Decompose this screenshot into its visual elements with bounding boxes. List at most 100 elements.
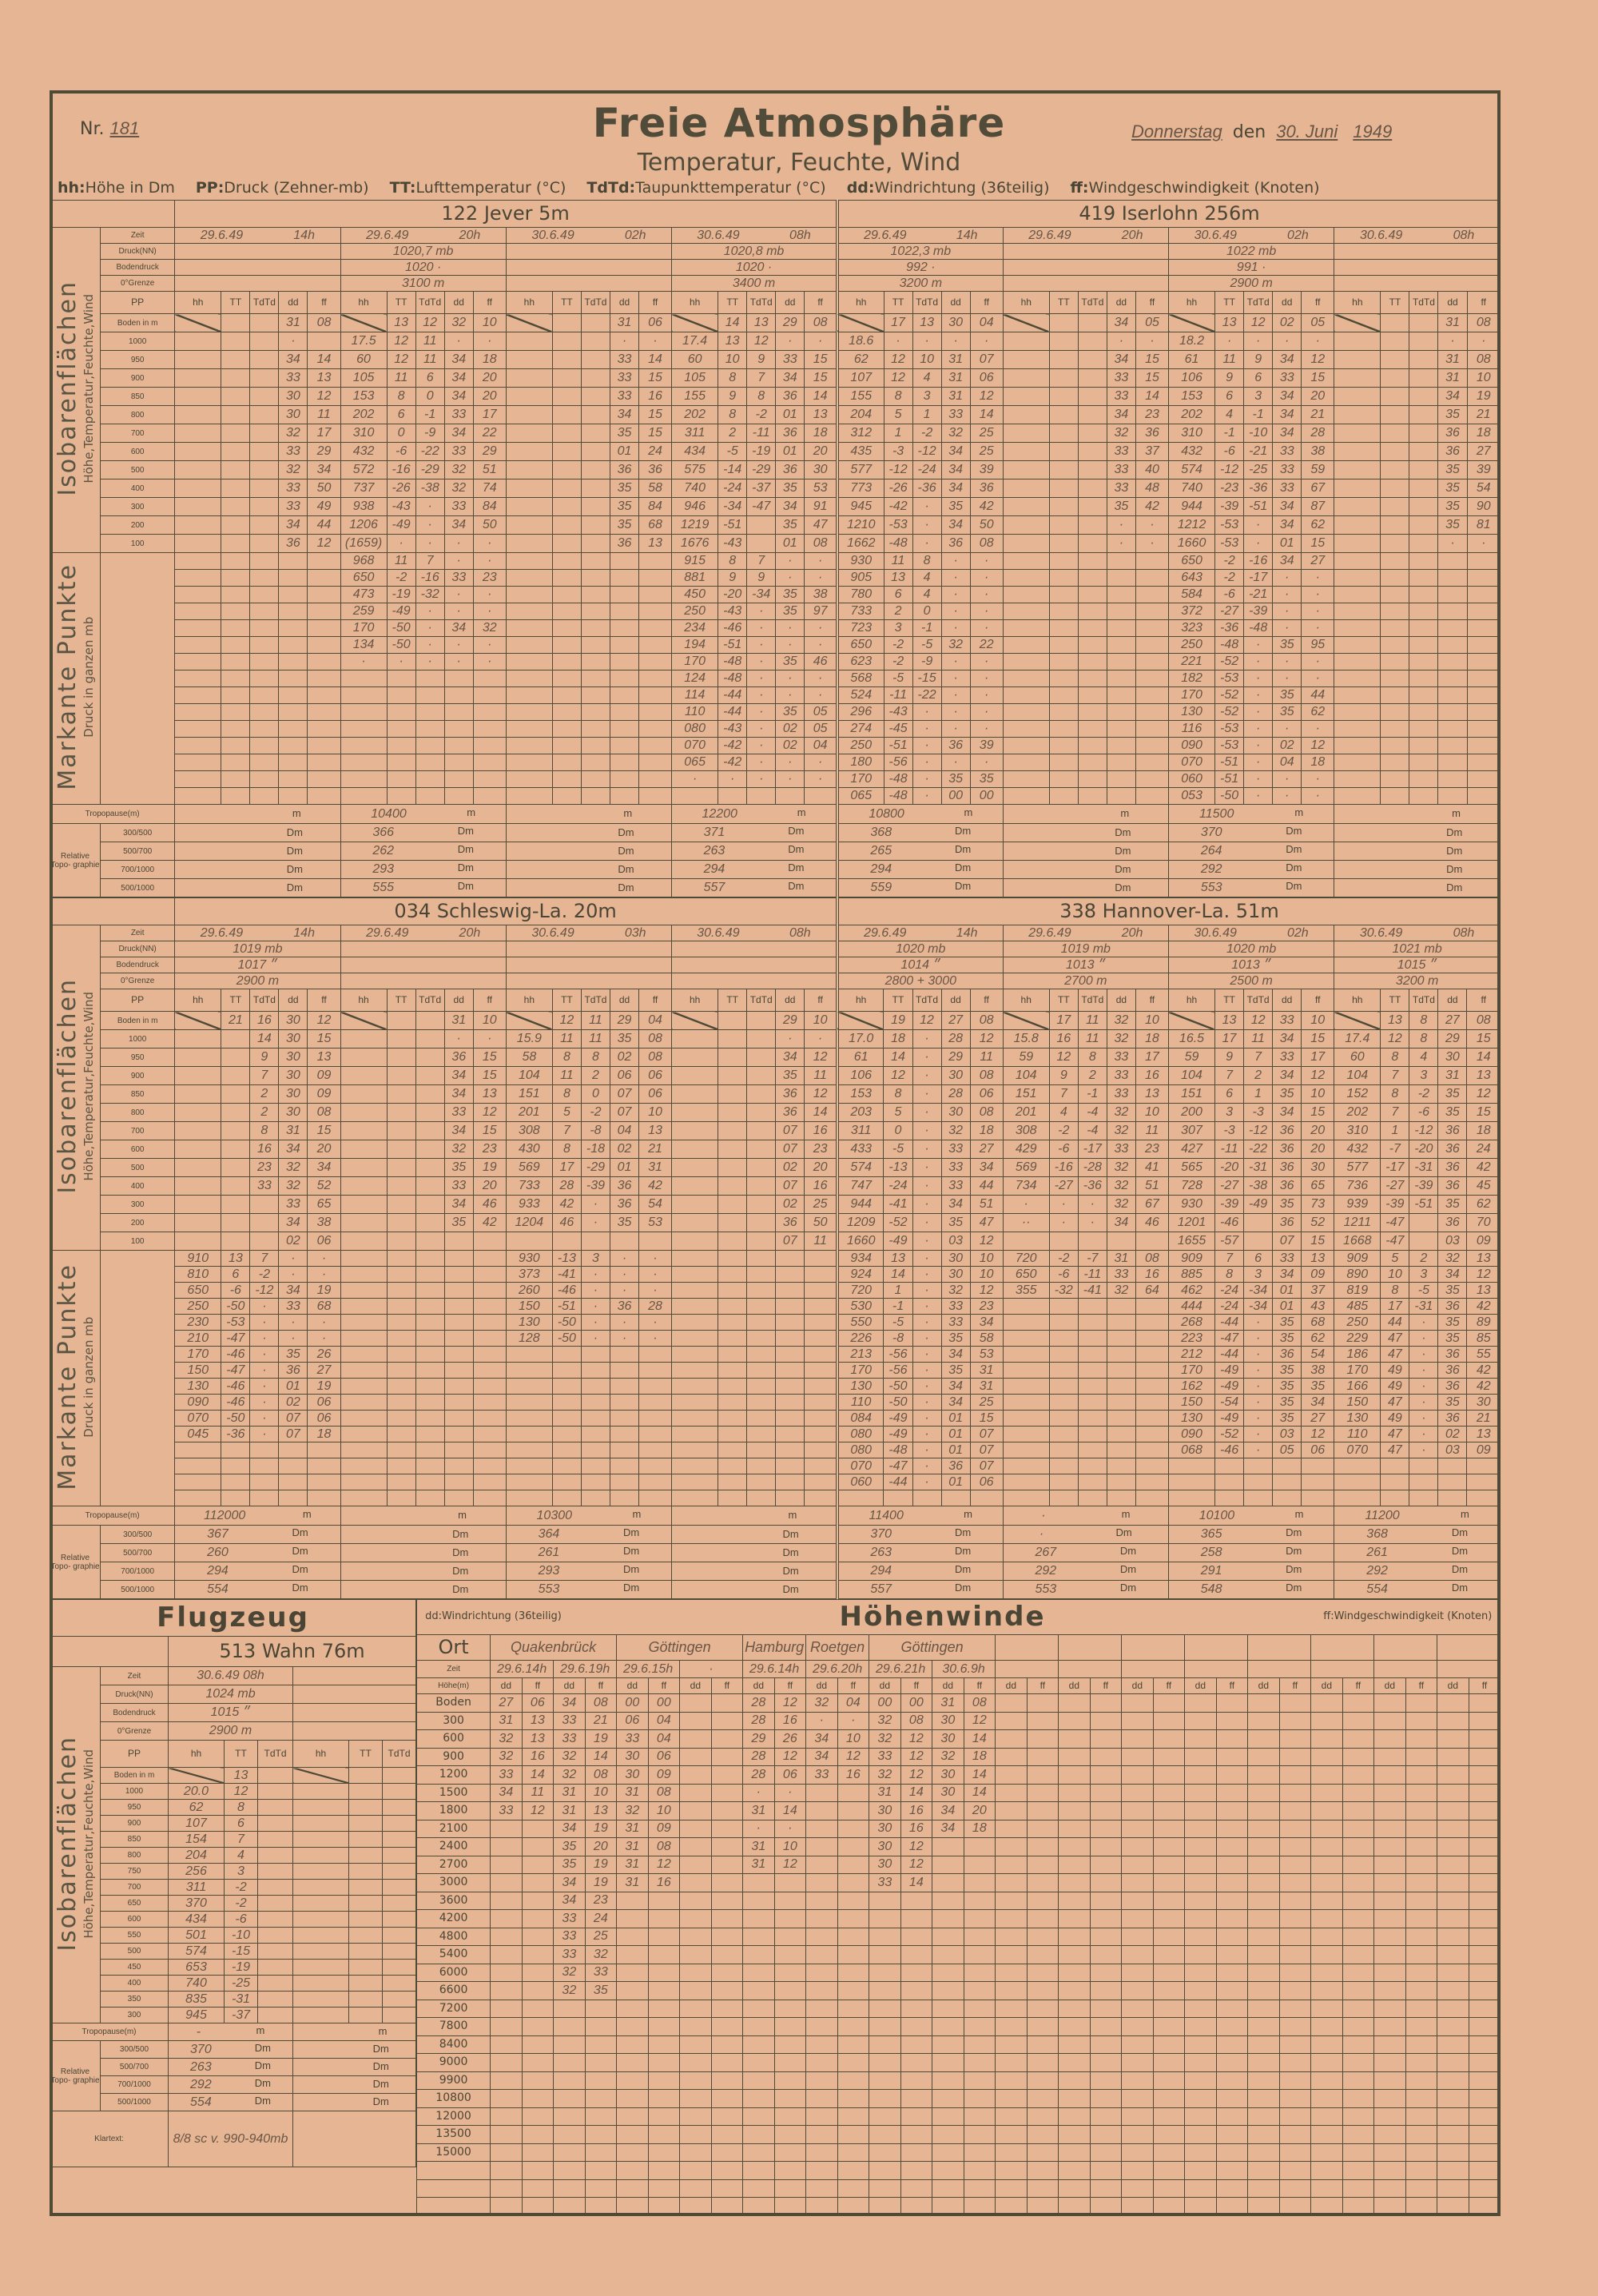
wind-value-ff (521, 2071, 555, 2090)
topography-cell: 367 Dm (174, 1525, 341, 1544)
markante-value-dd (609, 754, 640, 771)
wind-value-ff (1026, 2035, 1059, 2054)
iso-value-hh (671, 1140, 719, 1159)
iso-value-ff: 10 (1135, 1103, 1169, 1122)
wind-value-dd (679, 1783, 712, 1802)
iso-value-tt (221, 479, 251, 498)
iso-value-tdtd (257, 1975, 293, 1992)
iso-value-hh: 1210 (835, 515, 884, 535)
markante-value-ff (307, 720, 341, 738)
markante-value-tdtd: · (249, 1298, 280, 1315)
iso-value-dd: 36 (775, 424, 805, 443)
iso-value-hh: 575 (671, 460, 719, 479)
markante-value-dd: · (940, 720, 971, 738)
wind-value-ff (963, 2143, 996, 2162)
topography-value: · Dm (1004, 1527, 1168, 1542)
iso-value-dd: 30 (278, 1066, 308, 1085)
markante-value-tdtd (415, 686, 445, 704)
iso-value-tt (386, 1048, 416, 1067)
tropopause-value: m (1004, 808, 1168, 820)
markante-value-tt: 9 (718, 569, 748, 587)
wind-value-ff (1026, 2143, 1059, 2162)
iso-value-tdtd (415, 1048, 445, 1067)
wind-value-dd (1247, 1963, 1280, 1982)
wind-value-ff: 06 (647, 1747, 681, 1766)
wind-value-dd (1121, 1945, 1154, 1964)
markante-value-ff: 06 (969, 1474, 1004, 1490)
wind-zeit: 29.6.19h (553, 1660, 618, 1678)
iso-value-tdtd (249, 1213, 280, 1232)
iso-value-tdtd: · (912, 515, 942, 535)
markante-value-tt (1380, 552, 1410, 570)
wind-value-dd (1373, 1819, 1406, 1838)
wind-value-dd (1121, 1783, 1154, 1802)
markante-value-hh (505, 603, 553, 620)
pressure-level-label: 600 (100, 1911, 169, 1928)
unit-dm: Dm (623, 1545, 640, 1558)
markante-value-tdtd (1409, 720, 1439, 738)
iso-value-tdtd: -22 (415, 442, 445, 461)
iso-value-tdtd: -28 (1077, 1158, 1107, 1177)
ort-name (1058, 1634, 1123, 1661)
table-row: 900 33 13 105 11 6 34 20 33 15 105 8 7 34 15 107 12 4 31 06… (50, 368, 1501, 388)
vertical-label-subtitle: Höhe,Temperatur,Feuchte,Wind (81, 293, 97, 483)
wind-value-dd (1184, 2035, 1217, 2054)
iso-value-dd: 02 (609, 1140, 640, 1159)
markante-value-tt (386, 1442, 416, 1458)
iso-value-hh: 104 (1002, 1066, 1050, 1085)
wind-value-ff (1468, 1711, 1501, 1730)
wind-zeit (995, 1660, 1059, 1678)
unit-dm: Dm (292, 1545, 308, 1558)
wind-value-ff (1215, 1783, 1249, 1802)
markante-value-tt: -53 (1214, 720, 1245, 738)
iso-value-dd: 32 (1106, 1011, 1136, 1030)
table-row: 170 -46 · 35 26 213 -56 · 34 53 212 -44 · 36 54 186 47 · 3… (50, 1346, 1501, 1363)
markante-value-dd: 35 (1272, 1362, 1302, 1379)
wind-value-ff (710, 1855, 744, 1874)
iso-value-ff: 08 (969, 534, 1004, 553)
iso-value-dd: 34 (1272, 1029, 1302, 1049)
markante-value-ff (1135, 770, 1170, 788)
markante-value-hh (505, 619, 553, 637)
table-row: 130 -46 · 01 19 130 -50 · 34 31 162 -49 · 35 35 166 49 · 3… (50, 1378, 1501, 1395)
wind-value-dd (1373, 2107, 1406, 2126)
markante-value-tt (1380, 603, 1410, 620)
sounding-grenze: 3200 m (835, 275, 1004, 292)
unit-dm: Dm (254, 2076, 271, 2089)
wind-value-ff (647, 1963, 681, 1982)
height-label: 15000 (416, 2143, 491, 2162)
markante-value-tdtd (1409, 586, 1439, 603)
wind-value-ff (963, 2017, 996, 2036)
iso-value-ff: 46 (472, 1195, 507, 1214)
unit-dm: Dm (954, 1545, 972, 1558)
wind-value-dd (1310, 1909, 1343, 1928)
iso-value-ff: 09 (307, 1066, 341, 1085)
iso-value-hh (168, 1767, 225, 1784)
iso-value-hh (1002, 313, 1050, 332)
iso-value-dd: 31 (443, 1011, 474, 1030)
iso-value-dd: 34 (443, 515, 474, 535)
wind-value-dd (932, 1963, 964, 1982)
wind-value-dd (679, 2071, 712, 2090)
iso-value-hh (671, 1066, 719, 1085)
markante-value-ff: · (472, 636, 507, 654)
iso-value-dd: 32 (278, 460, 308, 479)
tropopause-height: 10100 (1198, 1508, 1235, 1522)
topography-thickness: 553 (1035, 1582, 1057, 1597)
wind-value-ff (837, 2071, 870, 2090)
iso-value-ff: 46 (1135, 1213, 1169, 1232)
iso-value-dd: 34 (443, 368, 474, 388)
markante-value-tdtd (1077, 703, 1107, 721)
wind-value-ff (1152, 1873, 1186, 1892)
markante-value-dd: 34 (1272, 552, 1302, 570)
markante-value-tt (221, 787, 251, 805)
iso-value-tt: 7 (1214, 1066, 1245, 1085)
markante-value-hh: 150 (1334, 1394, 1381, 1411)
table-row: 300 31 13 33 21 06 04 28 16 · · 32 08 30 12 (416, 1711, 1501, 1730)
markante-value-tt (1048, 737, 1079, 754)
iso-value-tt: 8 (551, 1084, 582, 1104)
column-header-ff: ff (1466, 989, 1501, 1012)
markante-value-ff (804, 1266, 838, 1283)
iso-value-tdtd (1409, 424, 1439, 443)
iso-value-hh: 202 (340, 405, 388, 424)
